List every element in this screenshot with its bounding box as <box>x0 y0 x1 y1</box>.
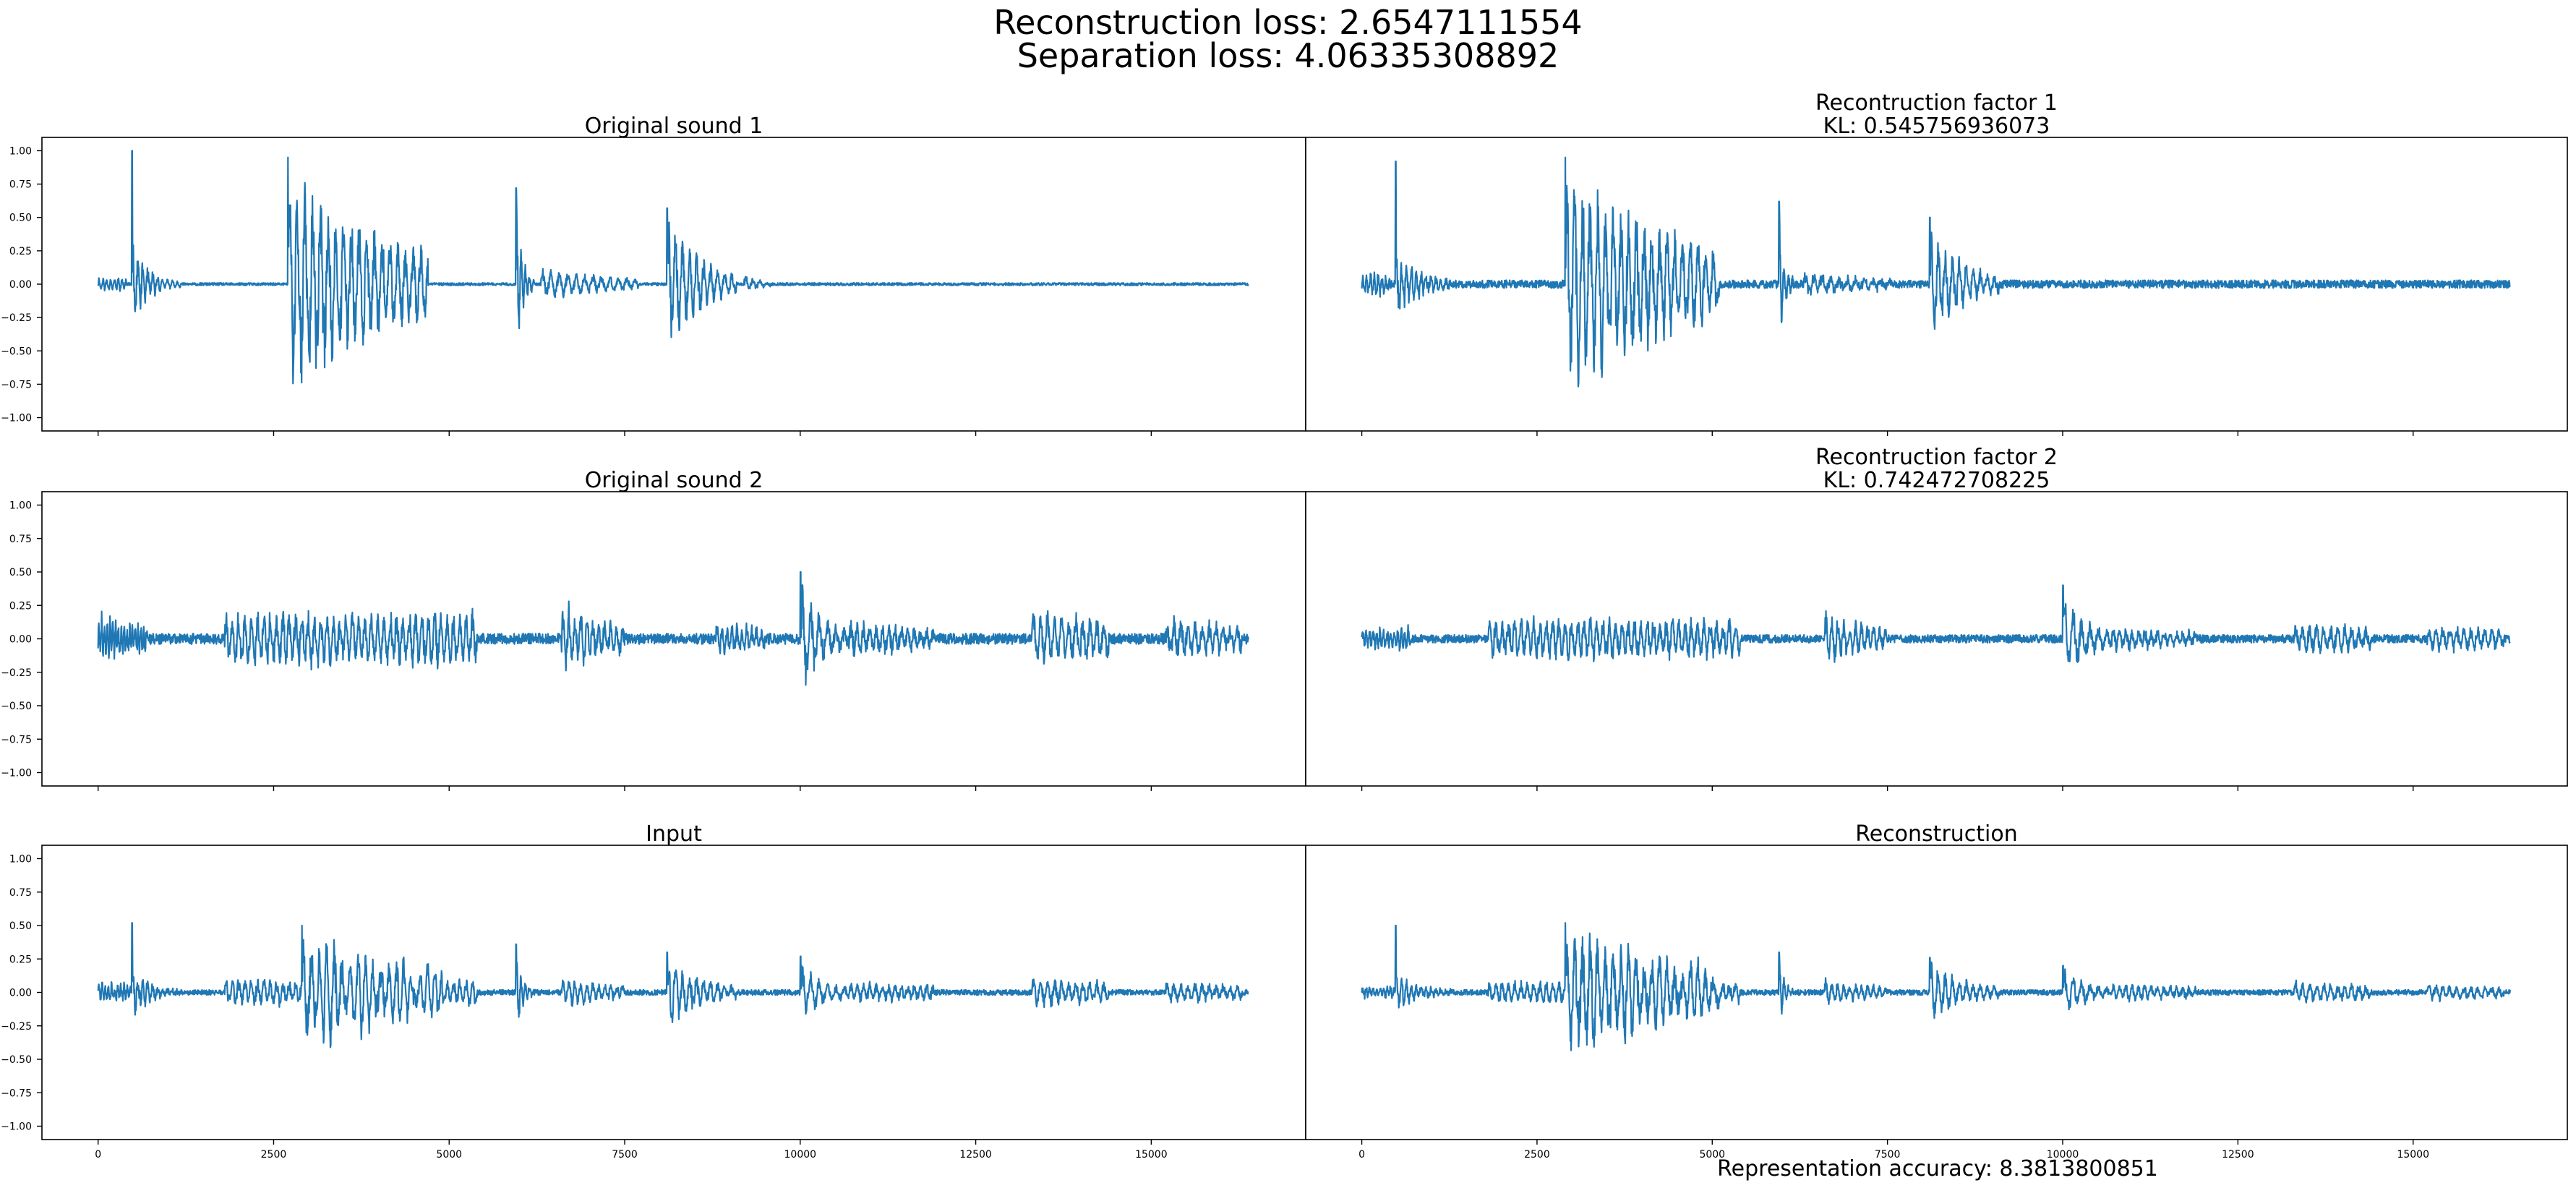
axes-frame <box>1305 137 2568 432</box>
x-tick-label: 10000 <box>784 1149 817 1161</box>
y-tick-label: 0.00 <box>9 634 32 646</box>
y-tick-label: 1.00 <box>9 500 32 512</box>
x-tick-label: 7500 <box>612 1149 638 1161</box>
y-tick-label: 0.50 <box>9 920 32 932</box>
waveform-line <box>97 571 1249 686</box>
y-tick-label: 0.75 <box>9 179 32 191</box>
subplot-title: Reconstruction <box>1855 821 2018 847</box>
y-tick-label: 0.25 <box>9 954 32 965</box>
x-tick-label: 15000 <box>2397 1149 2429 1161</box>
subplot-subtitle: KL: 0.545756936073 <box>1823 114 2050 139</box>
x-tick-label: 12500 <box>959 1149 992 1161</box>
subplot-title: Original sound 2 <box>585 468 763 493</box>
x-tick-label: 0 <box>95 1149 101 1161</box>
y-tick-label: −0.75 <box>1 379 32 390</box>
y-tick-label: −0.75 <box>1 734 32 745</box>
y-tick-label: −0.75 <box>1 1087 32 1099</box>
x-tick-label: 5000 <box>1699 1149 1725 1161</box>
waveform-line <box>97 150 1249 385</box>
subplot-title: Input <box>646 821 702 847</box>
x-tick-label: 10000 <box>2047 1149 2079 1161</box>
waveform-line <box>97 922 1249 1048</box>
waveform-line <box>1361 922 2511 1051</box>
x-tick-label: 7500 <box>1875 1149 1901 1161</box>
y-tick-label: 0.75 <box>9 534 32 545</box>
subplot-title: Original sound 1 <box>585 114 763 139</box>
subplot-4: Recontruction factor 2KL: 0.742472708225 <box>1305 445 2568 791</box>
y-tick-label: −0.25 <box>1 1021 32 1033</box>
y-tick-label: 0.50 <box>9 213 32 224</box>
y-tick-label: −1.00 <box>1 768 32 779</box>
x-tick-label: 12500 <box>2222 1149 2254 1161</box>
y-tick-label: 0.00 <box>9 279 32 291</box>
waveform-line <box>1361 584 2511 664</box>
y-tick-label: 0.25 <box>9 246 32 257</box>
x-tick-label: 5000 <box>436 1149 462 1161</box>
x-tick-label: 0 <box>1358 1149 1365 1161</box>
x-tick-label: 2500 <box>1524 1149 1550 1161</box>
y-tick-label: −0.25 <box>1 667 32 679</box>
y-tick-label: −0.25 <box>1 312 32 324</box>
figure-suptitle-line2: Separation loss: 4.06335308892 <box>1017 36 1559 75</box>
x-tick-label: 2500 <box>261 1149 287 1161</box>
y-tick-label: −0.50 <box>1 346 32 357</box>
subplot-2: Recontruction factor 1KL: 0.545756936073 <box>1305 90 2568 436</box>
axes-frame <box>1305 845 2568 1140</box>
subplot-3: −1.00 −0.75 −0.50 −0.25 0.00 0.25 0.50 0.75 1.00… <box>1 468 1306 791</box>
y-tick-label: 0.75 <box>9 887 32 899</box>
subplot-title: Recontruction factor 1 <box>1815 90 2058 116</box>
subplot-title: Recontruction factor 2 <box>1815 445 2058 470</box>
subplot-5: −1.00 −0.75 −0.50 −0.25 0.00 0.25 0.50 0.75 1.00… <box>1 821 1306 1161</box>
figure-suptitle-line1: Reconstruction loss: 2.6547111554 <box>993 3 1583 42</box>
y-tick-label: 1.00 <box>9 145 32 157</box>
y-tick-label: −0.50 <box>1 1054 32 1066</box>
waveform-line <box>1361 156 2511 388</box>
subplot-subtitle: KL: 0.742472708225 <box>1823 468 2050 493</box>
y-tick-label: 0.50 <box>9 567 32 578</box>
subplot-6: 0 2500 5000 7500 10000 12500 15000 Reconstructi… <box>1305 821 2568 1161</box>
axes-frame <box>1305 491 2568 787</box>
y-tick-label: 0.00 <box>9 988 32 999</box>
y-tick-label: −1.00 <box>1 413 32 424</box>
y-tick-label: 0.25 <box>9 600 32 612</box>
x-tick-label: 15000 <box>1135 1149 1168 1161</box>
representation-accuracy-label: Representation accuracy: 8.3813800851 <box>1717 1156 2158 1181</box>
y-tick-label: −0.50 <box>1 701 32 712</box>
y-tick-label: 1.00 <box>9 854 32 866</box>
subplot-1: −1.00 −0.75 −0.50 −0.25 0.00 0.25 0.50 0.75 1.00… <box>1 114 1306 436</box>
y-tick-label: −1.00 <box>1 1121 32 1133</box>
